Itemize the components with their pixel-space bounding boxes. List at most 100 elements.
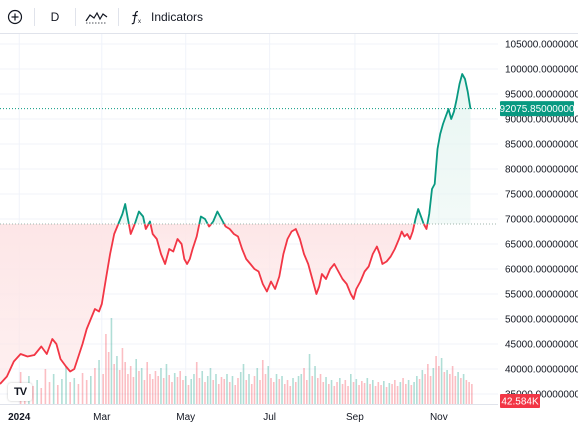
volume-bar <box>253 376 256 404</box>
up-line-segment <box>210 210 225 225</box>
y-tick-label: 40000.00000000 <box>505 365 578 376</box>
volume-bar <box>206 376 209 404</box>
price-axis[interactable]: 35000.00000000 40000.00000000 45000.000000… <box>505 40 578 401</box>
volume-bar <box>245 380 248 404</box>
volume-bar <box>427 364 429 404</box>
down-line-segment <box>143 223 150 230</box>
volume-bar <box>127 374 129 404</box>
volume-bar <box>468 382 470 404</box>
volume-bar <box>204 382 206 404</box>
last-price-badge <box>500 101 574 117</box>
volume-bar <box>234 385 237 404</box>
volume-bar <box>394 380 396 404</box>
volume-bar <box>173 373 176 404</box>
volume-bar <box>162 378 165 404</box>
volume-bar <box>160 368 162 404</box>
chart-type-button[interactable] <box>82 4 112 30</box>
volume-bar <box>275 374 278 404</box>
volume-bar <box>81 373 84 404</box>
volume-bar <box>220 377 223 404</box>
volume-bar <box>182 380 184 404</box>
down-line-segment <box>422 223 429 230</box>
price-chart[interactable]: 35000.00000000 40000.00000000 45000.000000… <box>0 34 578 429</box>
volume-bar <box>443 372 446 404</box>
volume-bar <box>333 386 336 404</box>
volume-bar <box>358 385 360 404</box>
volume-bar <box>231 376 234 404</box>
down-line-segment <box>0 223 120 385</box>
volume-bar <box>32 386 34 404</box>
volume-bar <box>52 374 55 404</box>
volume-bar <box>380 385 382 404</box>
volume-bar <box>374 386 377 404</box>
y-tick-label: 65000.00000000 <box>505 240 578 251</box>
volume-bar <box>322 382 325 404</box>
fx-icon: x <box>131 10 141 25</box>
volume-bar <box>471 384 473 404</box>
volume-bar <box>272 382 275 404</box>
volume-bar <box>388 383 391 404</box>
volume-bar <box>171 382 173 404</box>
down-line-segment <box>223 223 416 300</box>
volume-bar <box>391 384 393 404</box>
down-fill-area <box>224 224 415 299</box>
volume-bar <box>116 356 118 404</box>
volume-bar <box>396 386 399 404</box>
volume-bar <box>237 378 239 404</box>
volume-bar <box>105 334 107 404</box>
price-line <box>0 73 498 385</box>
volume-bar <box>129 366 132 404</box>
up-fill-area <box>211 211 225 224</box>
volume-bar <box>347 386 349 404</box>
volume-bar <box>385 387 388 404</box>
volume-bar <box>294 382 297 404</box>
x-tick-label: Sep <box>346 412 364 423</box>
volume-bar <box>73 378 76 404</box>
y-tick-label: 50000.00000000 <box>505 315 578 326</box>
volume-bar <box>140 368 143 404</box>
volume-bar <box>377 382 380 404</box>
volume-bar <box>201 371 204 404</box>
indicators-button[interactable]: x Indicators <box>125 4 207 30</box>
volume-bar <box>48 382 51 404</box>
volume-bar <box>65 366 67 404</box>
y-tick-label: 55000.00000000 <box>505 290 578 301</box>
volume-bar <box>319 374 322 404</box>
volume-bar <box>341 384 344 404</box>
toolbar-divider <box>34 7 35 26</box>
volume-bar <box>135 359 137 404</box>
volume-bar <box>212 380 215 404</box>
interval-button[interactable]: D <box>41 4 69 30</box>
volume-bar <box>195 362 198 404</box>
y-tick-label: 70000.00000000 <box>505 215 578 226</box>
volume-bar <box>429 376 432 404</box>
volume-bar <box>242 364 245 404</box>
volume-bar <box>410 385 413 404</box>
up-line-segment <box>198 215 209 225</box>
volume-bar <box>94 368 96 404</box>
volume-bar <box>259 380 261 404</box>
volume-bar <box>440 358 443 404</box>
x-tick-label: Jul <box>263 412 276 423</box>
volume-bar <box>223 379 226 404</box>
volume-bar <box>361 381 363 404</box>
volume-bar <box>314 366 316 404</box>
volume-bar <box>267 366 270 404</box>
time-axis[interactable]: 2024 Mar May Jul Sep Nov <box>0 404 498 424</box>
logo-text: TV <box>13 386 27 398</box>
volume-bar <box>215 374 217 404</box>
volume-bar <box>292 378 294 404</box>
volume-bar <box>102 374 104 404</box>
compare-button[interactable] <box>2 4 28 30</box>
y-tick-label: 100000.00000000 <box>505 65 578 76</box>
volume-bar <box>446 370 448 404</box>
volume-bar <box>432 368 435 404</box>
tradingview-logo[interactable]: TV <box>8 383 32 401</box>
volume-bar <box>344 380 347 404</box>
volume-bar <box>421 370 424 404</box>
y-tick-label: 95000.00000000 <box>505 90 578 101</box>
volume-bar <box>363 383 366 404</box>
y-tick-label: 45000.00000000 <box>505 340 578 351</box>
line-chart-icon <box>85 11 108 23</box>
volume-bar <box>289 386 292 404</box>
